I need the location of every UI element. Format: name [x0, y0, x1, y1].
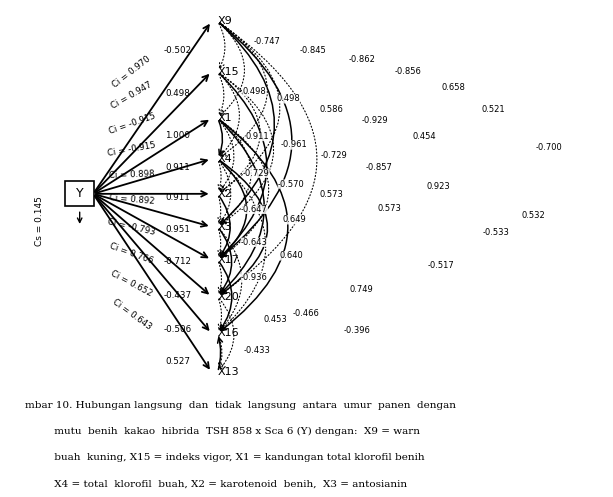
Text: X1: X1	[218, 113, 232, 123]
Text: X16: X16	[218, 329, 239, 338]
Text: 0.749: 0.749	[350, 285, 373, 294]
Text: -0.502: -0.502	[164, 46, 192, 55]
Text: Ci = 0.970: Ci = 0.970	[111, 54, 153, 89]
Text: 0.649: 0.649	[283, 215, 306, 224]
Text: Cs = 0.145: Cs = 0.145	[36, 196, 44, 246]
Text: -0.433: -0.433	[244, 346, 271, 355]
Text: X20: X20	[218, 292, 239, 302]
Text: -0.729: -0.729	[243, 169, 270, 178]
Text: -0.643: -0.643	[241, 238, 268, 247]
Text: mutu  benih  kakao  hibrida  TSH 858 x Sca 6 (Y) dengan:  X9 = warn: mutu benih kakao hibrida TSH 858 x Sca 6…	[25, 427, 419, 436]
Text: 0.911: 0.911	[246, 132, 269, 141]
Text: -0.862: -0.862	[348, 55, 375, 64]
Text: 0.453: 0.453	[264, 315, 287, 325]
Text: 0.573: 0.573	[378, 204, 401, 213]
Text: -0.647: -0.647	[241, 205, 268, 214]
Text: Ci = 0.947: Ci = 0.947	[110, 80, 154, 110]
Text: -0.936: -0.936	[241, 273, 268, 282]
Text: 0.923: 0.923	[427, 181, 450, 190]
Text: -0.747: -0.747	[253, 37, 280, 46]
Text: 0.527: 0.527	[166, 357, 190, 366]
Text: -0.712: -0.712	[164, 257, 192, 266]
Text: Ci = 0.652: Ci = 0.652	[110, 269, 154, 299]
Text: -0.845: -0.845	[299, 46, 326, 55]
Text: 0.911: 0.911	[166, 193, 190, 202]
Text: X15: X15	[218, 67, 239, 77]
Text: -0.533: -0.533	[483, 228, 510, 237]
Text: X3: X3	[218, 222, 232, 232]
Text: -0.517: -0.517	[428, 261, 455, 270]
Text: Ci = 0.766: Ci = 0.766	[109, 242, 155, 266]
Text: -0.961: -0.961	[281, 141, 308, 150]
Text: Ci = -0.793: Ci = -0.793	[107, 217, 156, 237]
Text: -0.857: -0.857	[365, 163, 392, 172]
Text: -0.856: -0.856	[394, 67, 421, 76]
Text: -0.506: -0.506	[164, 325, 192, 334]
Text: 0.532: 0.532	[522, 211, 545, 220]
Text: Ci = 0.643: Ci = 0.643	[110, 297, 153, 331]
Text: X2: X2	[218, 189, 232, 199]
Text: X4: X4	[218, 154, 232, 164]
Text: -0.437: -0.437	[164, 291, 192, 300]
FancyBboxPatch shape	[65, 181, 94, 206]
Text: -0.729: -0.729	[321, 151, 348, 160]
Text: 0.911: 0.911	[166, 163, 190, 172]
Text: X9: X9	[218, 16, 232, 26]
Text: buah  kuning, X15 = indeks vigor, X1 = kandungan total klorofil benih: buah kuning, X15 = indeks vigor, X1 = ka…	[25, 453, 424, 462]
Text: X17: X17	[218, 255, 239, 265]
Text: 0.658: 0.658	[442, 83, 465, 92]
Text: 1.000: 1.000	[166, 131, 190, 140]
Text: 0.454: 0.454	[413, 132, 436, 141]
Text: mbar 10. Hubungan langsung  dan  tidak  langsung  antara  umur  panen  dengan: mbar 10. Hubungan langsung dan tidak lan…	[25, 401, 455, 410]
Text: 0.951: 0.951	[166, 225, 190, 234]
Text: Ci = 0.892: Ci = 0.892	[109, 193, 155, 206]
Text: 0.498: 0.498	[276, 94, 300, 103]
Text: Ci = -0.915: Ci = -0.915	[107, 141, 156, 158]
Text: -0.929: -0.929	[362, 116, 389, 125]
Text: -0.700: -0.700	[535, 143, 562, 152]
Text: -0.466: -0.466	[293, 309, 320, 318]
Text: -0.396: -0.396	[343, 326, 370, 335]
Text: Ci = 0.898: Ci = 0.898	[109, 169, 154, 180]
Text: 0.498: 0.498	[243, 87, 266, 96]
Text: X4 = total  klorofil  buah, X2 = karotenoid  benih,  X3 = antosianin: X4 = total klorofil buah, X2 = karotenoi…	[25, 480, 406, 489]
Text: 0.573: 0.573	[319, 190, 343, 199]
Text: 0.586: 0.586	[319, 105, 343, 114]
Text: Ci = -0.915: Ci = -0.915	[107, 112, 156, 136]
Text: 0.521: 0.521	[482, 105, 505, 114]
Text: 0.640: 0.640	[280, 251, 303, 260]
Text: X13: X13	[218, 367, 239, 377]
Text: -0.570: -0.570	[278, 179, 305, 189]
Text: 0.498: 0.498	[166, 88, 190, 97]
Text: Y: Y	[76, 187, 83, 200]
